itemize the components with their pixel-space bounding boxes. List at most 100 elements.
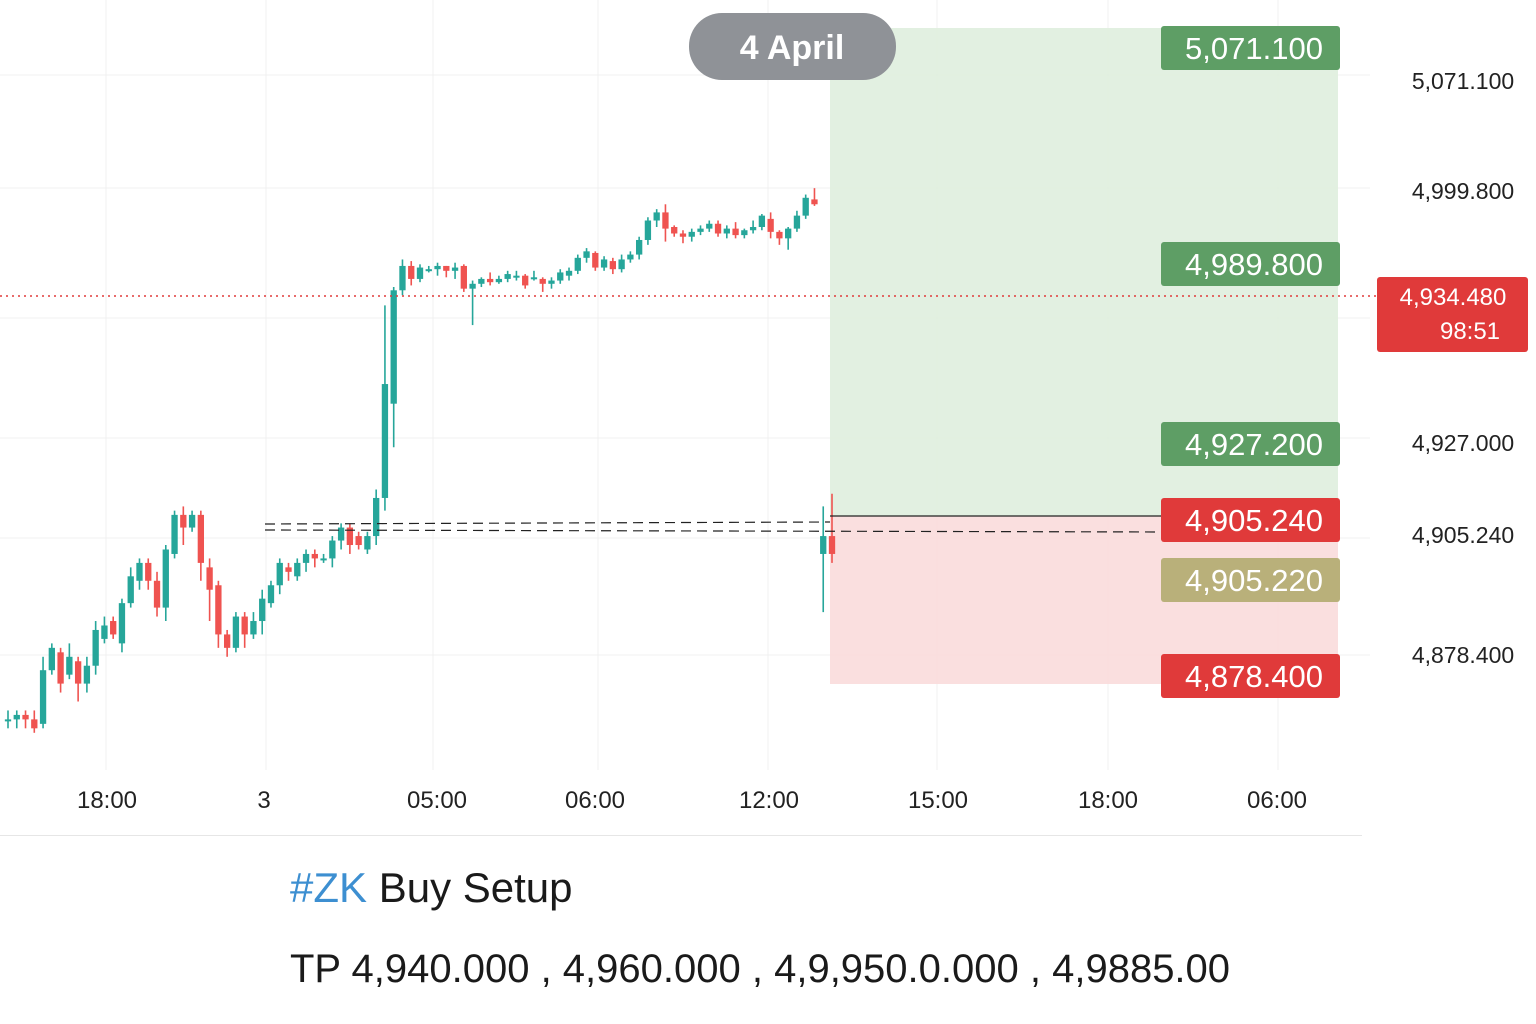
current-price-badge <box>1377 277 1528 352</box>
level-tag-label: 5,071.100 <box>1185 31 1323 66</box>
candle-body <box>618 259 625 270</box>
time-tick-label: 15:00 <box>908 787 968 814</box>
level-tag-label: 4,989.800 <box>1185 247 1323 282</box>
countdown-timer: 98:51 <box>1440 318 1500 345</box>
level-tag <box>1161 558 1340 602</box>
candle-body <box>399 265 406 291</box>
time-tick-label: 18:00 <box>1078 787 1138 814</box>
candle-body <box>513 275 520 278</box>
candle-body <box>635 239 643 255</box>
candle-body <box>346 527 354 546</box>
level-tag <box>1161 422 1340 466</box>
candle-body <box>4 719 12 722</box>
candle-body <box>215 585 222 635</box>
candle-body <box>101 625 108 639</box>
candle-body <box>381 384 389 498</box>
candle-body <box>723 228 730 234</box>
candle-body <box>241 616 248 635</box>
level-tag-label: 4,878.400 <box>1185 659 1323 694</box>
candle-body <box>408 265 415 279</box>
level-tag-label: 4,905.220 <box>1185 563 1323 598</box>
level-tag-label: 4,927.200 <box>1185 427 1323 462</box>
candle-body <box>337 527 345 541</box>
candle-body <box>793 215 801 229</box>
setup-title-text: Buy Setup <box>367 864 573 911</box>
candle-body <box>294 562 301 577</box>
candlestick-chart[interactable]: 5,071.100 4,999.800 4,927.000 4,905.240 4,87… <box>0 0 1536 840</box>
candle-body <box>390 290 397 404</box>
level-tag <box>1161 498 1340 542</box>
candle-body <box>364 536 371 550</box>
candle-body <box>802 197 809 216</box>
candle-body <box>504 274 511 279</box>
candle-body <box>127 576 134 604</box>
candle-body <box>66 656 73 675</box>
candle-body <box>276 562 283 586</box>
candle-body <box>644 220 652 240</box>
entry-dashed-line <box>264 521 831 525</box>
candle-body <box>732 228 739 236</box>
candle-body <box>749 226 757 231</box>
candle-body <box>267 585 275 604</box>
candle-body <box>469 283 476 289</box>
candle-body <box>355 536 362 546</box>
entry-dashed-line <box>264 529 1171 533</box>
candle-body <box>118 603 126 644</box>
candle-body <box>13 714 20 720</box>
candle-body <box>329 540 336 559</box>
time-tick-label: 12:00 <box>739 787 799 814</box>
candle-body <box>741 230 748 236</box>
level-tag <box>1161 26 1340 70</box>
candle-body <box>600 259 608 268</box>
candle-body <box>197 514 205 563</box>
candle-body <box>110 621 117 635</box>
overlay-lines <box>0 295 1376 533</box>
candle-body <box>311 553 318 559</box>
hashtag-link[interactable]: #ZK <box>290 864 368 911</box>
divider <box>0 835 1362 836</box>
candle-body <box>443 265 450 271</box>
date-badge: 4 April <box>689 13 896 80</box>
time-tick-label: 3 <box>257 787 270 814</box>
candle-body <box>785 228 792 239</box>
current-price-value: 4,934.480 <box>1400 284 1507 311</box>
candle-body <box>811 199 818 205</box>
candle-body <box>145 562 152 581</box>
candle-body <box>39 670 47 724</box>
candle-body <box>574 257 581 271</box>
caption: #ZK Buy Setup <box>290 862 573 914</box>
candle-body <box>373 497 380 537</box>
candle-body <box>188 514 196 528</box>
candle-body <box>206 567 213 590</box>
candle-body <box>223 634 231 648</box>
candle-body <box>171 514 178 554</box>
candle-body <box>539 278 546 284</box>
candle-body <box>688 231 695 237</box>
candle-body <box>320 558 327 561</box>
candle-body <box>820 536 827 554</box>
candle-body <box>250 621 257 635</box>
candle-body <box>162 549 169 608</box>
time-tick-label: 06:00 <box>565 787 625 814</box>
candle-body <box>714 223 722 234</box>
candle-body <box>259 598 266 622</box>
date-badge-label: 4 April <box>740 29 845 67</box>
candle-body <box>478 278 485 284</box>
candle-body <box>530 277 538 280</box>
candle-body <box>74 661 82 684</box>
level-tag-label: 4,905.240 <box>1185 503 1323 538</box>
candle-body <box>180 514 187 528</box>
candle-body <box>92 629 99 666</box>
candle-body <box>697 228 704 232</box>
candle-body <box>609 261 617 270</box>
candles <box>4 188 836 733</box>
candle-body <box>653 212 660 221</box>
time-axis: 18:00 3 05:00 06:00 12:00 15:00 18:00 06:00 <box>77 787 1307 814</box>
price-tick-label: 4,905.240 <box>1412 522 1514 548</box>
setup-title: #ZK Buy Setup <box>290 862 573 914</box>
candle-body <box>828 536 836 554</box>
candle-body <box>627 254 634 260</box>
take-profit-line: TP 4,940.000 , 4,960.000 , 4,9,950.0.000… <box>290 947 1231 991</box>
candle-body <box>31 719 38 729</box>
candle-body <box>557 272 564 281</box>
